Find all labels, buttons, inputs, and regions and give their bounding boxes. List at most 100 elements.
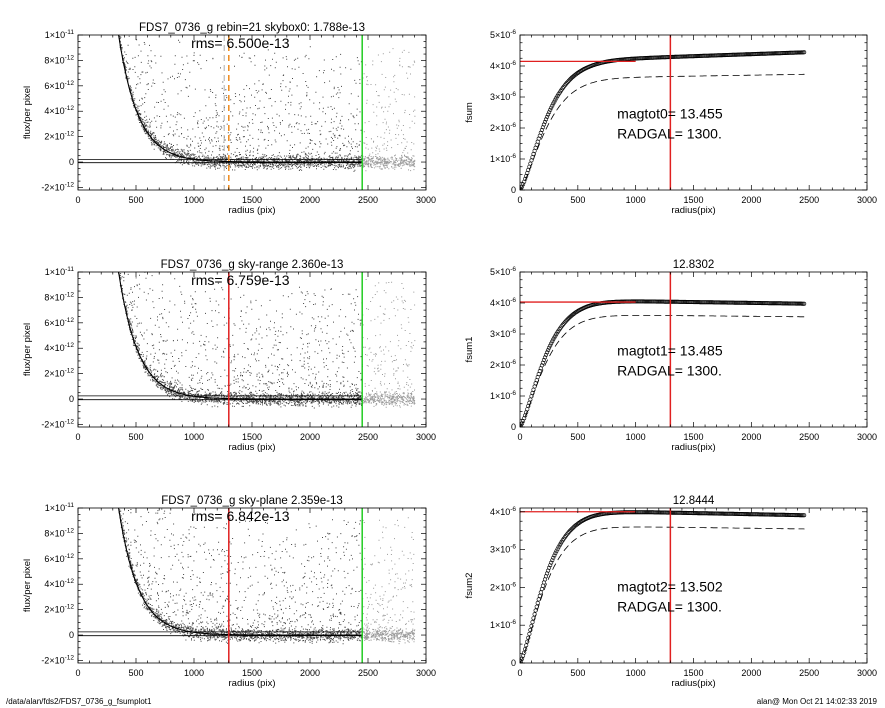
data-points-inner bbox=[118, 272, 363, 409]
y-tick-label: 6×10-12 bbox=[44, 553, 74, 564]
footer-timestamp: alan@ Mon Oct 21 14:02:33 2019 bbox=[756, 697, 877, 706]
x-tick-label: 0 bbox=[75, 195, 80, 205]
flux-point bbox=[529, 158, 534, 163]
y-tick-label: 4×10-12 bbox=[44, 342, 74, 353]
plot-area bbox=[78, 272, 416, 427]
flux-point bbox=[543, 352, 548, 357]
flux-point bbox=[559, 324, 564, 329]
flux-point bbox=[547, 110, 552, 115]
y-tick-label: 8×10-12 bbox=[44, 291, 74, 302]
y-tick-label: 5×10-6 bbox=[490, 29, 516, 40]
y-tick-label: 2×10-12 bbox=[44, 131, 74, 142]
flux-point bbox=[554, 549, 559, 554]
y-tick-label: 6×10-12 bbox=[44, 80, 74, 91]
x-tick-label: 1000 bbox=[626, 432, 646, 442]
flux-point bbox=[802, 513, 807, 518]
flux-point bbox=[542, 355, 547, 360]
x-tick-label: 3000 bbox=[416, 195, 436, 205]
flux-point bbox=[670, 299, 675, 304]
flux-point bbox=[525, 407, 530, 412]
x-tick-label: 2500 bbox=[358, 668, 378, 678]
data-points-inner bbox=[118, 508, 364, 645]
panel-p5: 0 500 1000 1500 2000 2500 3000-2×10-1202×10-12… bbox=[22, 495, 436, 689]
flux-point bbox=[567, 528, 572, 533]
y-tick-label: 1×10-11 bbox=[45, 502, 75, 513]
y-tick-label: 5×10-6 bbox=[490, 266, 516, 277]
flux-point bbox=[548, 343, 553, 348]
flux-point bbox=[573, 310, 578, 315]
x-tick-label: 1000 bbox=[626, 668, 646, 678]
flux-point bbox=[563, 82, 568, 87]
cumulative-flux-points bbox=[520, 50, 807, 190]
flux-point bbox=[552, 99, 557, 104]
x-tick-label: 2000 bbox=[741, 668, 761, 678]
x-tick-label: 3000 bbox=[857, 195, 877, 205]
plot-area bbox=[520, 272, 807, 427]
y-tick-label: -2×10-12 bbox=[41, 181, 74, 192]
y-axis-label: flux/per pixel bbox=[22, 559, 33, 612]
flux-point bbox=[538, 590, 543, 595]
radgal-annotation: RADGAL= 1300. bbox=[617, 363, 722, 379]
panel-p4: 0 500 1000 1500 2000 2500 3000 0 1×10-6 2×10-6 3×1… bbox=[464, 259, 877, 453]
x-tick-label: 0 bbox=[75, 432, 80, 442]
y-tick-label: 0 bbox=[511, 185, 516, 195]
x-tick-label: 2500 bbox=[358, 195, 378, 205]
axes-frame bbox=[77, 271, 427, 428]
data-points-outer bbox=[362, 46, 416, 172]
flux-point bbox=[547, 345, 552, 350]
chart-title: 12.8444 bbox=[673, 495, 715, 507]
profile-fit-line bbox=[118, 35, 363, 163]
x-tick-label: 2000 bbox=[300, 432, 320, 442]
flux-point bbox=[537, 593, 542, 598]
profile-fit-line bbox=[118, 272, 363, 400]
cumulative-flux-points bbox=[520, 299, 807, 427]
y-tick-label: 6×10-12 bbox=[44, 317, 74, 328]
flux-point bbox=[548, 107, 553, 112]
flux-point bbox=[529, 623, 534, 628]
x-tick-label: 0 bbox=[517, 432, 522, 442]
flux-point bbox=[541, 122, 546, 127]
rms-annotation: rms= 6.759e-13 bbox=[191, 272, 290, 288]
flux-point bbox=[752, 512, 757, 517]
flux-point bbox=[540, 583, 545, 588]
x-tick-label: 3000 bbox=[416, 432, 436, 442]
flux-point bbox=[545, 114, 550, 119]
y-tick-label: 0 bbox=[69, 394, 74, 404]
scatter-points bbox=[118, 35, 416, 172]
flux-point bbox=[800, 513, 805, 518]
x-tick-label: 2500 bbox=[358, 432, 378, 442]
flux-point bbox=[550, 339, 555, 344]
x-tick-label: 0 bbox=[75, 668, 80, 678]
x-tick-label: 1500 bbox=[683, 195, 703, 205]
flux-point bbox=[528, 627, 533, 632]
y-axis-label: flux/per pixel bbox=[22, 86, 33, 139]
x-tick-label: 1000 bbox=[626, 195, 646, 205]
y-tick-label: 3×10-6 bbox=[490, 544, 516, 555]
y-tick-label: 4×10-12 bbox=[44, 105, 74, 116]
flux-point bbox=[549, 105, 554, 110]
scatter-points bbox=[118, 508, 416, 645]
flux-point bbox=[564, 532, 569, 537]
y-axis-label: flux/per pixel bbox=[22, 323, 33, 376]
x-tick-label: 1000 bbox=[184, 432, 204, 442]
flux-point bbox=[695, 511, 700, 516]
flux-point bbox=[532, 612, 537, 617]
x-tick-label: 3000 bbox=[857, 432, 877, 442]
data-points-outer bbox=[362, 517, 416, 645]
y-tick-label: 0 bbox=[69, 630, 74, 640]
flux-point bbox=[782, 301, 787, 306]
x-tick-label: 500 bbox=[128, 668, 143, 678]
scatter-points bbox=[118, 272, 416, 409]
flux-point bbox=[522, 650, 527, 655]
footer-path: /data/alan/fds2/FDS7_0736_g_fsumplot1 bbox=[6, 697, 152, 706]
flux-point bbox=[546, 348, 551, 353]
x-tick-label: 1500 bbox=[242, 668, 262, 678]
magtot-annotation: magtot0= 13.455 bbox=[617, 106, 723, 122]
x-tick-label: 500 bbox=[128, 195, 143, 205]
y-tick-label: 3×10-6 bbox=[490, 328, 516, 339]
x-tick-label: 500 bbox=[128, 432, 143, 442]
flux-point bbox=[520, 186, 523, 190]
flux-point bbox=[543, 117, 548, 122]
flux-point bbox=[552, 553, 557, 558]
y-tick-label: 2×10-6 bbox=[490, 359, 516, 370]
